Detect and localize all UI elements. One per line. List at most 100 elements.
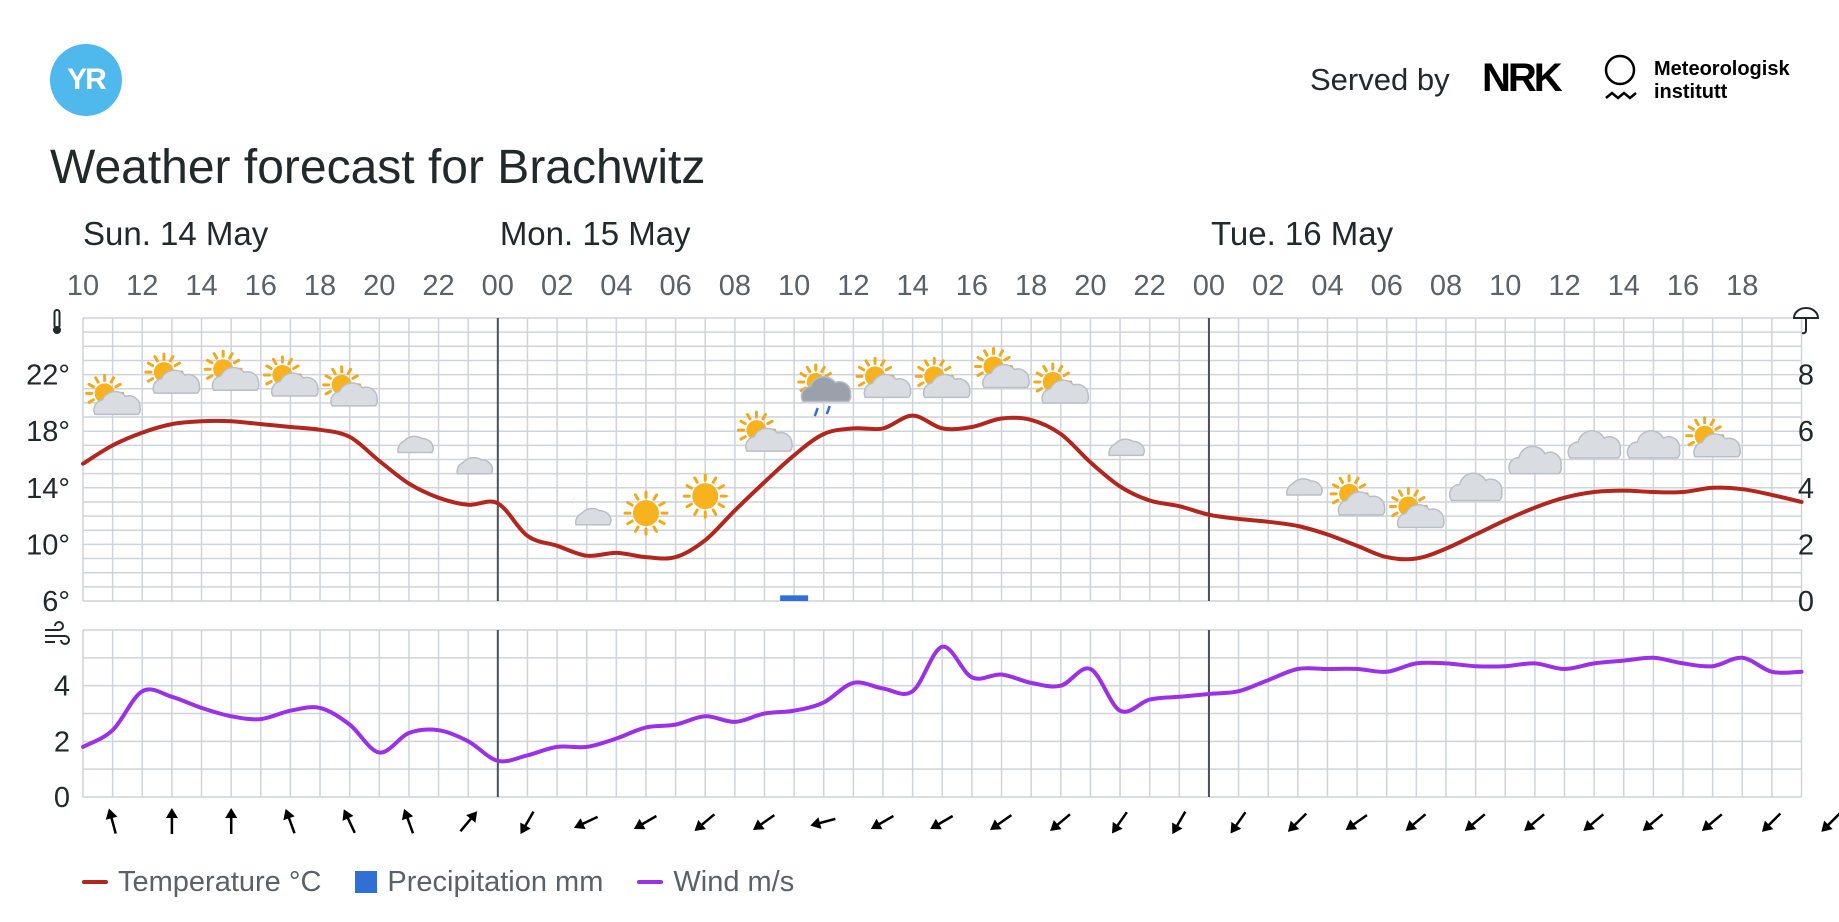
hour-tick-label: 06	[1371, 270, 1403, 302]
temperature-tick-label: 14°	[26, 473, 70, 505]
wind-direction-arrow-icon	[105, 808, 118, 834]
arrow-head	[1583, 819, 1595, 831]
hour-tick-label: 14	[897, 270, 929, 302]
sun-ray	[287, 357, 293, 366]
hour-tick-label: 16	[956, 270, 988, 302]
sun-ray	[1042, 364, 1048, 373]
sun-ray	[265, 379, 273, 386]
hour-tick-label: 10	[1489, 270, 1521, 302]
arrow-head	[1701, 819, 1714, 831]
weather-symbol-partly-cloudy-night-icon	[452, 443, 494, 475]
sun-ray	[633, 525, 640, 533]
sun-ray	[652, 493, 658, 501]
wind-direction-arrow-icon	[1642, 813, 1664, 831]
temperature-tick-label: 6°	[42, 586, 70, 618]
sun-ray	[745, 413, 752, 421]
hour-tick-label: 10	[67, 270, 99, 302]
sun-ray	[884, 365, 893, 372]
meteogram-chart: Sun. 14 May Mon. 15 May Tue. 16 May 10 12 14 1…	[26, 215, 1839, 835]
cloud-shape	[1041, 379, 1090, 404]
hour-tick-label: 00	[482, 270, 514, 302]
weather-symbol-partly-cloudy-day-icon	[914, 356, 971, 399]
weather-symbol-partly-cloudy-night-icon	[393, 422, 434, 454]
thermometer-icon	[53, 309, 61, 334]
sun-ray	[114, 382, 122, 389]
sun-ray	[626, 501, 634, 507]
sun-ray	[976, 371, 984, 377]
sun-ray	[1687, 440, 1695, 447]
sun-rays	[682, 473, 728, 519]
sun-ray	[739, 435, 747, 441]
weather-symbol-partly-cloudy-night-icon	[1282, 465, 1323, 496]
wind-direction-arrow-icon	[1701, 813, 1723, 831]
yr-logo[interactable]: YR	[50, 44, 122, 116]
sun-ray	[1391, 496, 1399, 502]
sun-ray	[944, 365, 952, 372]
wind-icon	[45, 621, 70, 645]
sun-ray	[87, 398, 95, 404]
temperature-swatch	[82, 880, 108, 884]
sun-ray	[292, 364, 300, 370]
cloud-shape	[1508, 445, 1562, 475]
arrow-head	[283, 808, 295, 821]
moon-shape	[1169, 448, 1184, 477]
sun-ray	[168, 355, 175, 363]
wind-direction-arrow-icon	[225, 808, 238, 834]
sun-ray	[153, 355, 159, 363]
met-institute-logo-text[interactable]: Meteorologisk institutt	[1654, 58, 1790, 104]
day-label: Mon. 15 May	[500, 215, 691, 252]
day-label: Tue. 16 May	[1211, 215, 1394, 252]
arrow-head	[574, 818, 586, 830]
sun-ray	[976, 355, 984, 362]
precipitation-tick-label: 8	[1798, 360, 1814, 392]
weather-symbol-clear-day-icon	[682, 473, 728, 519]
weather-symbol-cloudy-icon	[1567, 430, 1622, 459]
legend-wind: Wind m/s	[637, 866, 794, 899]
weather-symbol-partly-cloudy-day-icon	[144, 352, 201, 394]
sun-ray	[983, 349, 989, 357]
arrow-head	[1464, 819, 1477, 831]
hour-tick-label: 04	[600, 270, 632, 302]
sun-ray	[324, 374, 332, 380]
thermometer-stem	[53, 309, 61, 329]
sun-ray	[1003, 355, 1011, 362]
weather-symbol-partly-cloudy-day-icon	[1033, 362, 1090, 404]
arrow-head	[1821, 820, 1833, 832]
sun-ray	[1397, 489, 1404, 497]
precipitation-tick-label: 0	[1798, 586, 1814, 618]
sun-ray	[820, 365, 826, 374]
hour-tick-label: 10	[778, 270, 810, 302]
sun-ray	[766, 419, 774, 426]
wind-direction-arrow-icon	[1821, 812, 1839, 832]
wind-direction-arrow-icon	[1287, 812, 1308, 832]
precipitation-tick-label: 6	[1798, 416, 1814, 448]
sun-ray	[857, 365, 866, 372]
sun-ray	[1332, 498, 1340, 505]
wind-direction-arrow-icon	[342, 809, 356, 834]
wind-direction-arrow-icon	[1464, 813, 1486, 831]
sun-ray	[1354, 476, 1360, 485]
arrow-head	[870, 818, 883, 830]
hour-tick-label: 20	[1074, 270, 1106, 302]
wind-direction-arrow-icon	[283, 808, 296, 834]
met-institute-icon	[1604, 54, 1637, 100]
weather-symbol-cloudy-icon	[1508, 445, 1562, 475]
wind-direction-arrow-icon	[753, 814, 776, 831]
nrk-logo[interactable]: NRK	[1482, 56, 1563, 100]
arrow-head	[753, 819, 765, 831]
arrow-head	[1524, 819, 1536, 831]
sun-ray	[693, 476, 699, 484]
cloud-shape	[922, 373, 971, 399]
cloud-shape	[1448, 472, 1503, 502]
wind-tick-label: 0	[54, 782, 70, 814]
arrow-head	[694, 819, 706, 831]
cloud-shape	[1337, 491, 1386, 516]
sun-ray	[212, 352, 219, 360]
sun-ray	[146, 361, 155, 368]
sun-ray	[685, 484, 693, 490]
cloud-shape	[1108, 438, 1146, 457]
sun-ray	[1709, 418, 1716, 427]
sun-ray	[206, 374, 214, 380]
precipitation-bar	[780, 595, 809, 601]
cloud-shape	[397, 435, 434, 454]
